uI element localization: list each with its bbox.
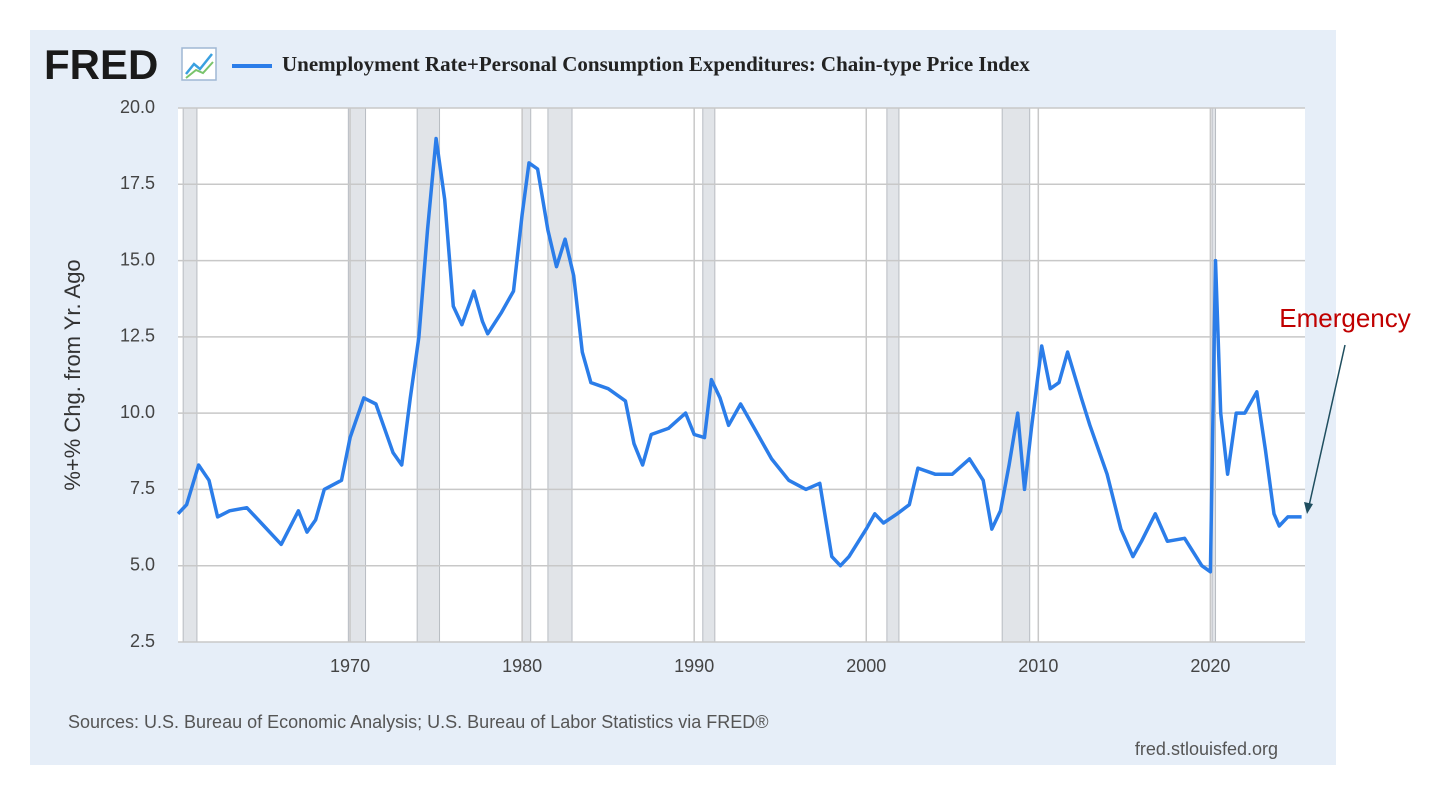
y-tick-label: 20.0 [120,97,155,117]
y-tick-label: 7.5 [130,478,155,498]
recession-band [1001,107,1031,643]
y-tick-label: 10.0 [120,402,155,422]
recession-band [886,107,900,643]
plot-background-layer [178,107,1305,643]
annotation: Emergency [1279,303,1411,333]
recession-band [347,107,367,643]
x-tick-label: 1970 [330,656,370,676]
recession-band [416,107,441,643]
logo-icon [181,47,217,81]
annotation-arrow [1308,344,1346,507]
y-tick-label: 17.5 [120,173,155,193]
source: Sources: U.S. Bureau of Economic Analysi… [68,712,769,732]
x-tick-label: 1980 [502,656,542,676]
legend-label: Unemployment Rate+Personal Consumption E… [282,52,1030,76]
arrow-head [1304,502,1313,514]
site: fred.stlouisfed.org [1135,739,1278,759]
y-tick-label: 12.5 [120,326,155,346]
recession-band [182,107,198,643]
y-tick-label: 2.5 [130,631,155,651]
recession-band [702,107,716,643]
data-line [176,136,1302,574]
icon-line [185,53,213,75]
x-tick-label: 2010 [1018,656,1058,676]
x-tick-label: 2000 [846,656,886,676]
y-tick-label: 5.0 [130,554,155,574]
plot-area [178,108,1305,642]
x-tick-label: 2020 [1190,656,1230,676]
recession-band [547,107,573,643]
logo: FRED [44,41,158,88]
y-tick-label: 15.0 [120,249,155,269]
y-axis-label: %+% Chg. from Yr. Ago [60,259,85,490]
icon-line [185,61,214,79]
x-tick-label: 1990 [674,656,714,676]
